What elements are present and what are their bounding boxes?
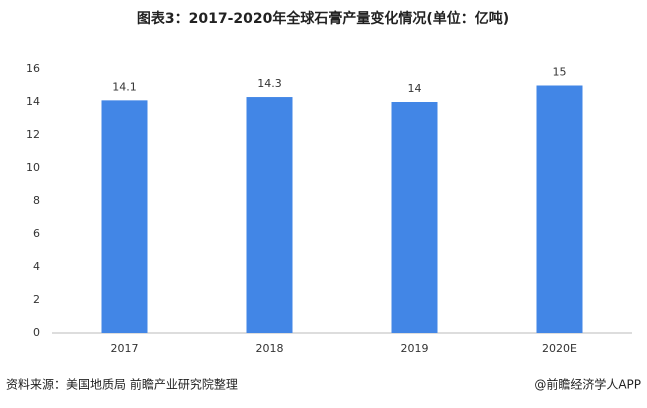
brand-note: @前瞻经济学人APP — [534, 377, 641, 392]
y-tick-label: 2 — [33, 293, 40, 306]
x-tick-label: 2018 — [256, 342, 284, 355]
bar — [101, 100, 148, 333]
y-tick-label: 6 — [33, 227, 40, 240]
y-tick-label: 14 — [26, 95, 40, 108]
x-tick-label: 2019 — [401, 342, 429, 355]
value-label: 14 — [408, 82, 422, 95]
bar — [536, 85, 583, 333]
value-label: 14.1 — [112, 80, 137, 93]
bar — [246, 97, 293, 333]
value-label: 15 — [553, 66, 567, 79]
y-tick-label: 12 — [26, 128, 40, 141]
chart-title: 图表3：2017-2020年全球石膏产量变化情况(单位：亿吨) — [137, 10, 509, 27]
y-tick-label: 16 — [26, 62, 40, 75]
y-tick-label: 10 — [26, 161, 40, 174]
y-tick-label: 0 — [33, 326, 40, 339]
y-tick-label: 8 — [33, 194, 40, 207]
value-label: 14.3 — [257, 77, 282, 90]
x-tick-label: 2017 — [111, 342, 139, 355]
source-note: 资料来源：美国地质局 前瞻产业研究院整理 — [6, 377, 238, 392]
y-tick-label: 4 — [33, 260, 40, 273]
bar — [391, 102, 438, 333]
x-tick-label: 2020E — [542, 342, 577, 355]
